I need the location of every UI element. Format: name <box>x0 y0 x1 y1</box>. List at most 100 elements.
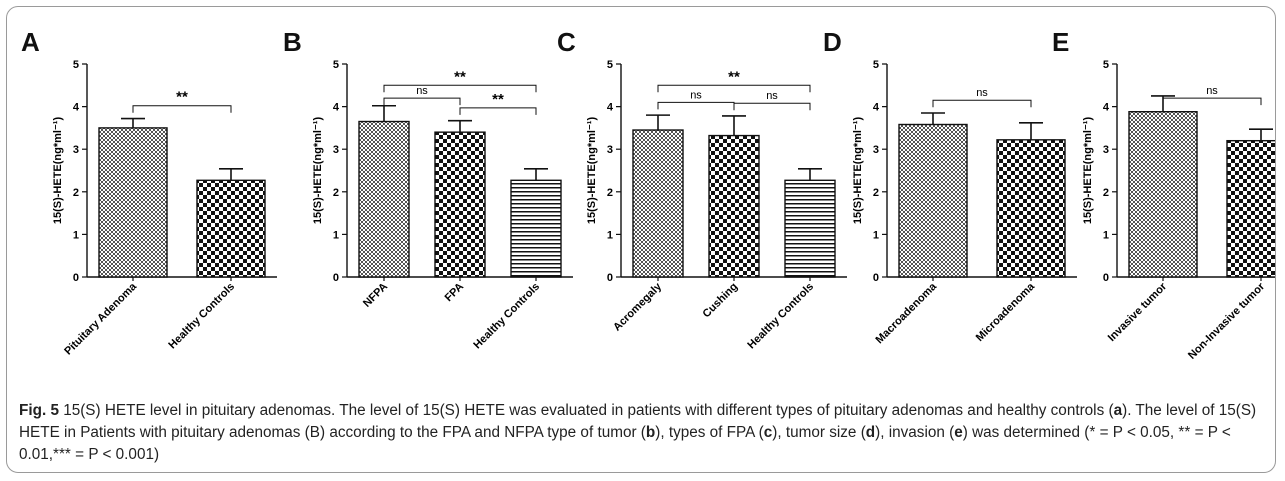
chart-panel-a: A 15(S)-HETE(ng*ml⁻¹) 0 1 2 3 4 5 Pituitary Aden… <box>21 27 277 358</box>
y-axis-title: 15(S)-HETE(ng*ml⁻¹) <box>1082 117 1094 225</box>
panel-letter: A <box>21 27 40 57</box>
bar <box>898 123 968 278</box>
y-tick-label: 3 <box>607 144 613 156</box>
bar <box>196 179 266 278</box>
significance-label: ** <box>492 91 504 108</box>
significance-label: ns <box>766 90 778 102</box>
significance-label: ** <box>728 68 740 85</box>
panel-letter: C <box>557 27 576 57</box>
category-label: NFPA <box>361 281 390 310</box>
category-label: FPA <box>443 281 467 305</box>
y-axis-title: 15(S)-HETE(ng*ml⁻¹) <box>52 117 64 225</box>
caption-text-5: ), invasion ( <box>875 424 955 441</box>
y-tick-label: 5 <box>607 59 613 71</box>
significance-label: ns <box>976 87 988 99</box>
category-label: Healthy Controls <box>471 281 542 352</box>
bar <box>708 134 760 278</box>
caption-fig-label: Fig. 5 <box>19 402 59 419</box>
y-tick-label: 1 <box>1103 229 1109 241</box>
significance-label: ns <box>1206 85 1218 97</box>
category-label: Macroadenoma <box>874 280 940 346</box>
y-tick-label: 1 <box>73 229 79 241</box>
bar <box>996 139 1066 278</box>
significance-label: ** <box>454 68 466 85</box>
category-label: Invasive tumor <box>1106 280 1170 344</box>
caption-text-6: ) was determined (* = P < 0.05, ** = P <… <box>19 424 1231 463</box>
y-tick-label: 4 <box>73 102 80 114</box>
y-tick-label: 0 <box>73 272 79 284</box>
category-label: Microadenoma <box>974 280 1038 344</box>
y-tick-label: 2 <box>333 187 339 199</box>
category-label: Non-Invasive tumor <box>1186 280 1268 362</box>
y-tick-label: 3 <box>1103 144 1109 156</box>
panel-letter: D <box>823 27 842 57</box>
caption-ref-e: e <box>954 424 963 441</box>
y-axis-title: 15(S)-HETE(ng*ml⁻¹) <box>312 117 324 225</box>
significance-bracket <box>383 84 537 93</box>
chart-panel-b: B 15(S)-HETE(ng*ml⁻¹) 0 1 2 3 4 5 NFPA FPA Healthy… <box>283 27 573 351</box>
caption-ref-b: b <box>645 424 656 441</box>
y-tick-label: 2 <box>607 187 613 199</box>
chart-panel-c: C 15(S)-HETE(ng*ml⁻¹) 0 1 2 3 4 5 Acromegaly Cush… <box>557 27 847 351</box>
bar <box>358 120 410 278</box>
panel-letter: E <box>1052 27 1069 57</box>
chart-panel-d: D 15(S)-HETE(ng*ml⁻¹) 0 1 2 3 4 5 Macroadenoma Mi… <box>823 27 1077 346</box>
category-label: Pituitary Adenoma <box>62 280 140 358</box>
y-tick-label: 4 <box>333 102 340 114</box>
y-tick-label: 0 <box>873 272 879 284</box>
charts-canvas: A 15(S)-HETE(ng*ml⁻¹) 0 1 2 3 4 5 Pituitary Aden… <box>21 27 1275 362</box>
y-tick-label: 3 <box>333 144 339 156</box>
bar <box>434 131 486 278</box>
category-label: Acromegaly <box>611 280 665 334</box>
bar <box>98 127 168 278</box>
y-axis-title: 15(S)-HETE(ng*ml⁻¹) <box>586 117 598 225</box>
bar <box>1226 139 1275 278</box>
panel-letter: B <box>283 27 302 57</box>
category-label: Healthy Controls <box>166 281 237 352</box>
y-tick-label: 0 <box>333 272 339 284</box>
significance-label: ** <box>176 89 188 106</box>
y-tick-label: 2 <box>1103 187 1109 199</box>
category-label: Cushing <box>701 281 741 321</box>
significance-bracket <box>657 84 811 93</box>
caption-ref-c: c <box>763 424 773 441</box>
significance-bracket <box>932 99 1032 108</box>
caption-ref-a: a <box>1113 402 1123 419</box>
y-tick-label: 5 <box>873 59 879 71</box>
significance-bracket <box>132 105 232 113</box>
significance-label: ns <box>416 85 428 97</box>
bar <box>1128 111 1198 278</box>
caption-text-4: ), tumor size ( <box>772 424 866 441</box>
caption-text-2: ). The level of 15(S) HETE in Patients w… <box>19 402 1257 441</box>
bar <box>632 129 684 278</box>
caption-ref-d: d <box>865 424 876 441</box>
significance-label: ns <box>690 89 702 101</box>
figure-caption: Fig. 5 15(S) HETE level in pituitary ade… <box>19 400 1269 466</box>
y-tick-label: 4 <box>607 102 614 114</box>
chart-panel-e: E 15(S)-HETE(ng*ml⁻¹) 0 1 2 3 4 5 Invasive tumor… <box>1052 27 1275 362</box>
significance-bracket <box>657 101 735 110</box>
figure-frame: A 15(S)-HETE(ng*ml⁻¹) 0 1 2 3 4 5 Pituitary Aden… <box>6 6 1276 473</box>
significance-bracket <box>383 97 461 106</box>
y-tick-label: 0 <box>1103 272 1109 284</box>
y-tick-label: 4 <box>873 102 880 114</box>
y-tick-label: 3 <box>73 144 79 156</box>
y-tick-label: 1 <box>607 229 613 241</box>
y-tick-label: 4 <box>1103 102 1110 114</box>
category-label: Healthy Controls <box>745 281 816 352</box>
y-tick-label: 5 <box>73 59 79 71</box>
y-tick-label: 2 <box>873 187 879 199</box>
y-tick-label: 1 <box>873 229 879 241</box>
caption-text-3: ), types of FPA ( <box>655 424 764 441</box>
bar <box>510 179 562 278</box>
y-tick-label: 1 <box>333 229 339 241</box>
bar <box>784 179 836 278</box>
significance-bracket <box>733 102 811 111</box>
significance-bracket <box>459 107 537 115</box>
y-tick-label: 5 <box>1103 59 1109 71</box>
y-tick-label: 5 <box>333 59 339 71</box>
y-tick-label: 2 <box>73 187 79 199</box>
caption-text-1: 15(S) HETE level in pituitary adenomas. … <box>58 402 1114 419</box>
y-tick-label: 3 <box>873 144 879 156</box>
y-axis-title: 15(S)-HETE(ng*ml⁻¹) <box>852 117 864 225</box>
